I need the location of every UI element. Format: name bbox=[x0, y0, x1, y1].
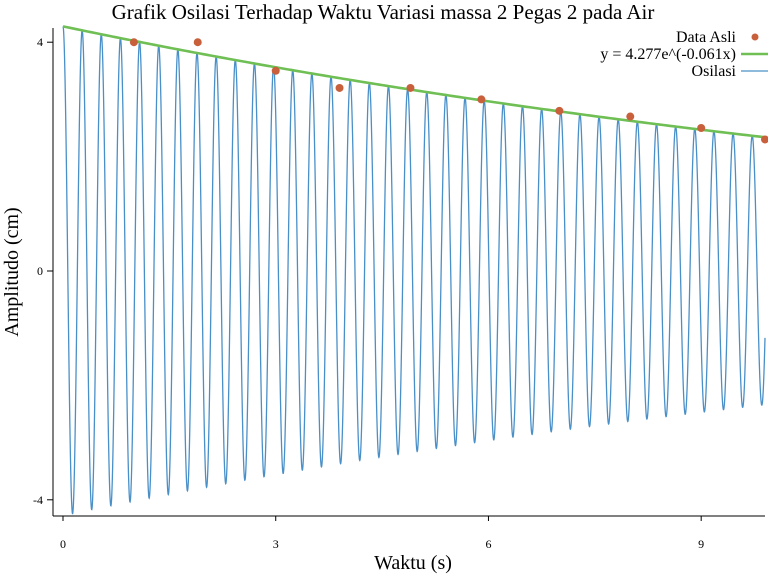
y-ticks: -4 0 4 bbox=[33, 35, 53, 507]
x-tick-label: 6 bbox=[485, 537, 491, 551]
fit-line bbox=[62, 25, 766, 139]
y-tick-label: -4 bbox=[33, 493, 43, 507]
legend-label-data: Data Asli bbox=[676, 29, 737, 46]
legend-marker-data bbox=[751, 33, 759, 41]
x-axis-label: Waktu (s) bbox=[374, 552, 452, 574]
y-tick-label: 0 bbox=[37, 264, 43, 278]
legend: Data Asli y = 4.277e^(-0.061x) Osilasi bbox=[600, 29, 768, 80]
x-tick-label: 0 bbox=[60, 537, 66, 551]
data-point bbox=[271, 66, 280, 75]
data-point bbox=[129, 38, 138, 47]
x-tick-label: 9 bbox=[698, 537, 704, 551]
data-point bbox=[193, 38, 202, 47]
data-point bbox=[761, 135, 768, 144]
data-point bbox=[626, 112, 635, 121]
data-point bbox=[477, 95, 486, 104]
oscillation-line bbox=[62, 26, 766, 515]
data-point bbox=[335, 83, 344, 92]
y-tick-label: 4 bbox=[37, 35, 43, 49]
y-axis-label: Amplitudo (cm) bbox=[1, 207, 23, 336]
legend-label-fit: y = 4.277e^(-0.061x) bbox=[600, 46, 736, 63]
x-ticks: 0 3 6 9 bbox=[60, 516, 704, 551]
chart-title: Grafik Osilasi Terhadap Waktu Variasi ma… bbox=[112, 0, 655, 24]
data-point bbox=[406, 83, 415, 92]
plot-area bbox=[62, 25, 768, 515]
data-points bbox=[129, 38, 768, 144]
data-point bbox=[555, 106, 564, 115]
legend-label-oscillation: Osilasi bbox=[692, 63, 737, 80]
data-point bbox=[697, 124, 706, 132]
x-tick-label: 3 bbox=[273, 537, 279, 551]
